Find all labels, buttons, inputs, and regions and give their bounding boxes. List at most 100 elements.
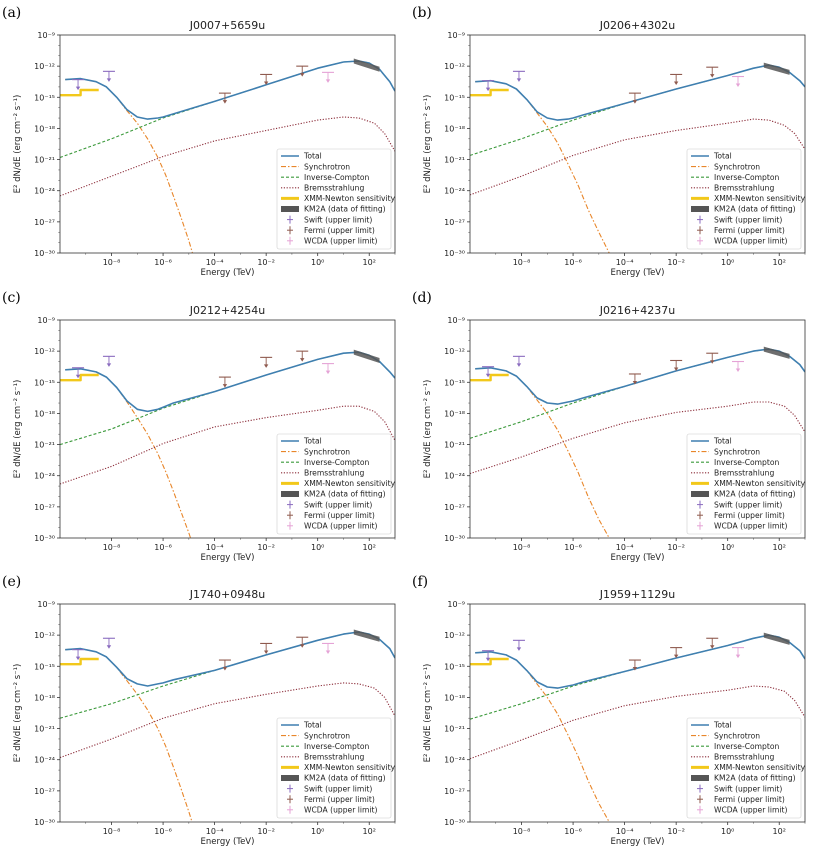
upper-limit-fermi	[218, 92, 231, 104]
panel-label: (f)	[412, 574, 428, 590]
upper-limit-swift	[512, 355, 525, 367]
series-synchrotron-line	[65, 78, 194, 253]
series-total-line	[65, 351, 395, 413]
x-tick-label: 10⁰	[721, 543, 734, 552]
x-axis-label: Energy (TeV)	[201, 837, 255, 847]
y-tick-label: 10⁻²¹	[34, 156, 55, 165]
x-tick-label: 10⁻²	[257, 258, 275, 267]
upper-limit-fermi	[670, 647, 683, 659]
legend-label-km2a: KM2A (data of fitting)	[714, 774, 796, 783]
y-tick-label: 10⁻²¹	[34, 725, 55, 734]
legend-label-swift: Swift (upper limit)	[304, 500, 372, 509]
legend-label-fermi: Fermi (upper limit)	[304, 795, 375, 804]
panel-title: J0216+4237u	[599, 304, 675, 317]
upper-limit-arrow	[75, 374, 81, 379]
km2a-band	[763, 62, 790, 75]
upper-limit-fermi	[628, 373, 641, 385]
upper-limit-arrow	[673, 367, 679, 371]
upper-limit-fermi	[260, 642, 273, 654]
legend-label-ic: Inverse-Compton	[714, 173, 779, 182]
panel-label: (d)	[412, 290, 432, 306]
y-tick-label: 10⁻²⁴	[444, 472, 465, 481]
y-tick-label: 10⁻¹⁸	[444, 124, 465, 133]
legend-label-sync: Synchrotron	[304, 731, 350, 740]
legend-label-swift: Swift (upper limit)	[304, 784, 372, 793]
upper-limit-wcda	[732, 360, 744, 373]
y-tick-label: 10⁻¹⁵	[444, 662, 465, 671]
y-tick-label: 10⁻¹⁵	[444, 93, 465, 102]
upper-limit-arrow	[222, 100, 228, 104]
upper-limit-arrow	[735, 83, 741, 88]
upper-limit-arrow	[735, 368, 741, 373]
x-tick-label: 10²	[773, 258, 786, 267]
x-tick-label: 10⁻⁸	[513, 258, 531, 267]
series-total-line	[65, 60, 395, 120]
series-xmm-newton-sensitivity-line	[60, 373, 99, 382]
legend-label-brem: Bremsstrahlung	[304, 469, 364, 478]
upper-limit-swift	[102, 637, 115, 649]
legend-label-km2a: KM2A (data of fitting)	[304, 490, 386, 499]
x-tick-label: 10⁰	[311, 258, 324, 267]
legend-swatch-km2a	[281, 206, 299, 212]
plot-frame	[469, 603, 806, 823]
y-tick-label: 10⁻¹⁸	[34, 693, 55, 702]
km2a-band	[763, 632, 790, 645]
upper-limit-swift	[482, 80, 495, 92]
y-tick-label: 10⁻³⁰	[34, 249, 55, 258]
upper-limit-arrow	[106, 645, 112, 649]
x-axis-label: Energy (TeV)	[611, 553, 665, 563]
sed-panel: (a) J0007+5659u 10⁻⁹ 10⁻¹² 10⁻¹⁵ 10⁻¹⁸ 10⁻²¹ 10…	[2, 5, 396, 278]
x-tick-label: 10²	[363, 543, 376, 552]
upper-limit-arrow	[325, 370, 331, 375]
upper-limit-swift	[482, 366, 495, 378]
panel-label: (e)	[2, 574, 21, 590]
upper-limit-fermi	[218, 659, 231, 671]
upper-limit-arrow	[300, 644, 305, 648]
y-tick-label: 10⁻³⁰	[34, 534, 55, 543]
legend-swatch-km2a	[691, 775, 709, 781]
y-tick-label: 10⁻³⁰	[444, 534, 465, 543]
upper-limit-wcda	[322, 642, 334, 654]
upper-limit-wcda	[732, 75, 744, 88]
legend-label-sync: Synchrotron	[304, 447, 350, 456]
upper-limit-arrow	[263, 364, 269, 368]
upper-limit-fermi	[706, 637, 719, 649]
upper-limit-arrow	[516, 647, 522, 651]
series-xmm-newton-sensitivity-line	[470, 88, 509, 97]
upper-limit-fermi	[260, 356, 273, 368]
upper-limit-arrow	[710, 645, 715, 649]
upper-limit-arrow	[263, 650, 269, 654]
x-tick-label: 10⁰	[311, 827, 324, 836]
series-xmm-newton-sensitivity-line	[470, 373, 509, 382]
y-tick-label: 10⁻¹²	[444, 631, 465, 640]
legend-label-xmm: XMM-Newton sensitivity	[304, 194, 396, 203]
upper-limit-arrow	[735, 654, 741, 659]
legend-label-wcda: WCDA (upper limit)	[714, 522, 787, 531]
legend-label-sync: Synchrotron	[714, 447, 760, 456]
upper-limit-arrow	[263, 81, 269, 85]
y-tick-label: 10⁻²⁴	[444, 756, 465, 765]
x-tick-label: 10⁰	[311, 543, 324, 552]
upper-limit-arrow	[75, 86, 81, 91]
x-tick-label: 10⁻²	[257, 827, 275, 836]
x-tick-label: 10²	[773, 827, 786, 836]
y-tick-label: 10⁻²⁷	[444, 218, 465, 227]
x-tick-label: 10⁻⁸	[103, 827, 121, 836]
y-tick-label: 10⁻¹²	[444, 62, 465, 71]
y-tick-label: 10⁻²¹	[444, 725, 465, 734]
series-inverse-compton-line	[60, 631, 395, 719]
upper-limit-arrow	[300, 73, 305, 77]
legend-label-wcda: WCDA (upper limit)	[714, 237, 787, 246]
x-tick-label: 10⁻⁶	[564, 543, 582, 552]
legend-label-brem: Bremsstrahlung	[714, 753, 774, 762]
upper-limit-arrow	[106, 78, 112, 82]
x-axis-label: Energy (TeV)	[201, 553, 255, 563]
plot-area	[60, 349, 395, 538]
upper-limit-arrow	[673, 654, 679, 659]
legend-label-xmm: XMM-Newton sensitivity	[714, 194, 806, 203]
upper-limit-arrow	[300, 358, 305, 362]
